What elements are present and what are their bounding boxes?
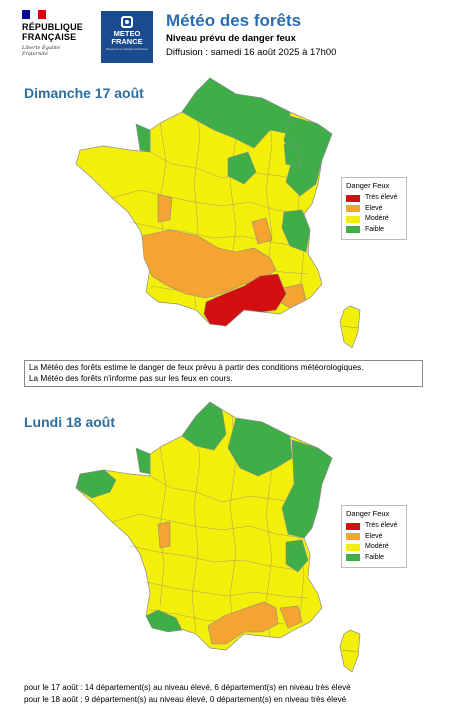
map-1-corsica xyxy=(339,305,361,349)
meteo-france-symbol-icon xyxy=(121,16,133,28)
legend-item-modere: Modéré xyxy=(346,214,402,225)
map-2-region-faible xyxy=(75,401,333,633)
legend-swatch xyxy=(346,554,360,562)
legend-title: Danger Feux xyxy=(346,509,390,518)
republique-name: RÉPUBLIQUE FRANÇAISE xyxy=(22,22,84,42)
legend-label: Modéré xyxy=(365,215,389,222)
map-1-region-tres-eleve xyxy=(203,273,287,327)
info-note-line-1: La Météo des forêts estime le danger de … xyxy=(29,363,364,372)
legend-item-modere: Modéré xyxy=(346,542,402,553)
legend-item-faible: Faible xyxy=(346,553,402,564)
meteo-france-name: METEO FRANCE xyxy=(111,29,143,46)
legend-label: Très élevé xyxy=(365,194,398,201)
map-2-region-eleve xyxy=(157,521,303,645)
page-header: RÉPUBLIQUE FRANÇAISE Liberté Égalité Fra… xyxy=(0,0,450,70)
legend-label: Modéré xyxy=(365,543,389,550)
legend-swatch xyxy=(346,522,360,530)
map-1-region-faible xyxy=(135,77,333,253)
diffusion-date: Diffusion : samedi 16 août 2025 à 17h00 xyxy=(166,47,337,58)
legend-day-1: Danger Feux Très élevé Elevé Modéré Faib… xyxy=(341,177,407,240)
legend-swatch xyxy=(346,215,360,223)
footer-summary-day-1: pour le 17 août : 14 département(s) au n… xyxy=(24,683,351,692)
footer-summary-day-2: pour le 18 août : 9 département(s) au ni… xyxy=(24,695,347,704)
day-1-title: Dimanche 17 août xyxy=(24,85,144,101)
legend-swatch xyxy=(346,205,360,213)
legend-item-faible: Faible xyxy=(346,225,402,236)
page-subtitle: Niveau prévu de danger feux xyxy=(166,33,296,44)
legend-label: Elevé xyxy=(365,204,383,212)
legend-swatch xyxy=(346,543,360,551)
french-flag-icon xyxy=(22,10,46,19)
legend-label: Elevé xyxy=(365,532,383,540)
legend-item-eleve: Elevé xyxy=(346,204,402,215)
legend-label: Faible xyxy=(365,553,385,561)
legend-swatch xyxy=(346,226,360,234)
map-2-corsica xyxy=(339,629,361,673)
legend-swatch xyxy=(346,533,360,541)
meteo-france-tagline: Toujours un temps d'avance xyxy=(105,47,149,51)
legend-day-2: Danger Feux Très élevé Elevé Modéré Faib… xyxy=(341,505,407,568)
legend-item-eleve: Elevé xyxy=(346,532,402,543)
legend-title: Danger Feux xyxy=(346,181,390,190)
republique-motto: Liberté Égalité Fraternité xyxy=(22,45,61,57)
info-note-line-2: La Météo des forêts n'informe pas sur le… xyxy=(29,373,233,383)
legend-label: Faible xyxy=(365,225,385,233)
day-2-title: Lundi 18 août xyxy=(24,414,115,430)
republique-francaise-logo: RÉPUBLIQUE FRANÇAISE Liberté Égalité Fra… xyxy=(22,10,84,57)
legend-item-tres-eleve: Très élevé xyxy=(346,521,402,532)
footer-summary: pour le 17 août : 14 département(s) au n… xyxy=(24,682,351,706)
meteo-france-logo: METEO FRANCE Toujours un temps d'avance xyxy=(101,11,153,63)
legend-label: Très élevé xyxy=(365,522,398,529)
info-note: La Météo des forêts estime le danger de … xyxy=(24,360,423,387)
page-title: Météo des forêts xyxy=(166,11,302,30)
france-map-day-2 xyxy=(75,401,361,673)
legend-item-tres-eleve: Très élevé xyxy=(346,193,402,204)
legend-swatch xyxy=(346,194,360,202)
france-map-day-1 xyxy=(75,77,361,349)
